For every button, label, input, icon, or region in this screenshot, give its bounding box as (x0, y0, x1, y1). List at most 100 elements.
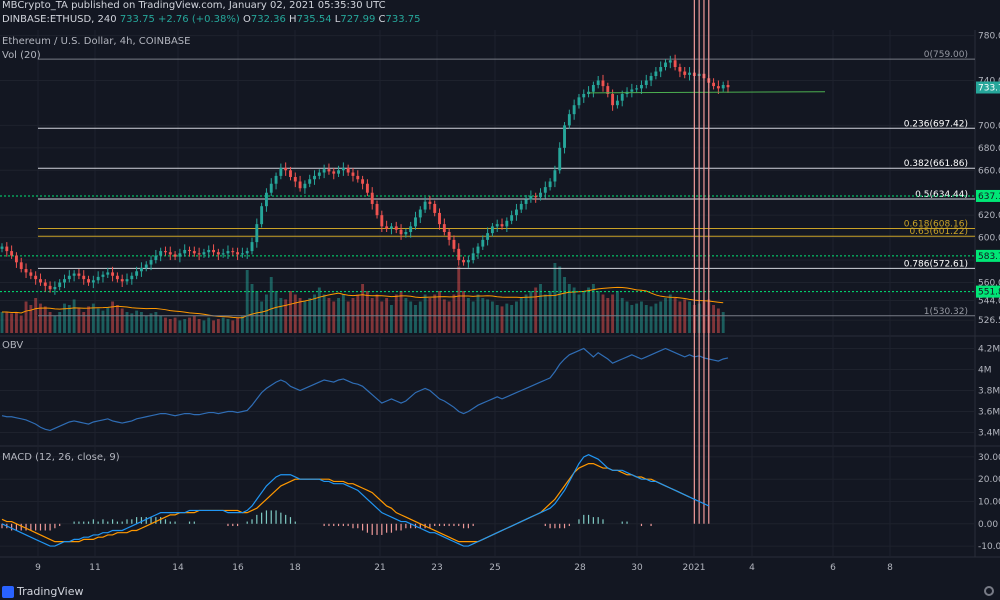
volume-bar (438, 291, 441, 333)
volume-bar (394, 294, 398, 333)
candle-body (476, 246, 480, 254)
close-label: C (378, 14, 386, 25)
volume-bar (375, 294, 379, 333)
price-tick-label: 780.00 (978, 32, 1000, 42)
candle-body (341, 168, 345, 171)
candle-body (726, 84, 730, 88)
candle-body (438, 212, 441, 225)
candle-body (111, 272, 115, 276)
candle-body (563, 125, 566, 148)
volume-bar (433, 294, 437, 333)
volume-bar (183, 319, 187, 333)
candle-body (601, 80, 605, 87)
volume-bar (510, 305, 514, 333)
obv-tick-label: 3.4M (978, 429, 1000, 439)
volume-bar (457, 266, 461, 333)
candle-body (361, 179, 365, 184)
vol-indicator-label[interactable]: Vol (20) (2, 50, 41, 61)
macd-tick-label: 10.00 (978, 498, 1000, 508)
candle-body (433, 203, 437, 213)
candle-body (168, 252, 172, 255)
candle-body (596, 80, 600, 85)
volume-bar (221, 317, 225, 333)
candle-body (63, 279, 66, 283)
volume-bar (245, 270, 249, 333)
fib-level-label: 0.236(697.42) (904, 119, 968, 129)
fib-level-label: 0.618(608.16) (904, 219, 968, 229)
volume-bar (115, 305, 119, 333)
candle-body (264, 192, 268, 207)
volume-bar (572, 287, 576, 333)
x-tick-label: 18 (289, 563, 301, 573)
volume-ma-line (2, 286, 724, 319)
volume-bar (678, 301, 682, 333)
x-tick-label: 9 (35, 563, 41, 573)
volume-bar (332, 301, 336, 333)
high-label: H (289, 14, 297, 25)
candle-body (620, 93, 624, 101)
candle-body (572, 105, 576, 115)
tradingview-brand[interactable]: TradingView (2, 585, 83, 598)
volume-bar (236, 317, 240, 333)
obv-indicator-label[interactable]: OBV (2, 340, 24, 351)
macd-tick-label: 30.00 (978, 453, 1000, 463)
macd-indicator-label[interactable]: MACD (12, 26, close, 9) (2, 452, 120, 463)
price-tick-label: 680.00 (978, 144, 1000, 154)
volume-bar (399, 291, 403, 333)
candle-body (19, 262, 23, 270)
volume-bar (539, 284, 542, 333)
candle-body (534, 196, 538, 198)
fib-level-label: 0(759.00) (924, 50, 968, 60)
candle-body (418, 209, 422, 218)
candle-body (721, 84, 725, 89)
tradingview-logo-icon (2, 585, 14, 598)
obv-tick-label: 3.8M (978, 387, 1000, 397)
gear-icon[interactable] (984, 586, 994, 596)
candle-body (370, 192, 374, 204)
candle-body (58, 282, 62, 287)
volume-bar (101, 310, 105, 333)
volume-bar (63, 303, 66, 333)
candle-body (515, 209, 518, 216)
price-tick-label: 600.00 (978, 234, 1000, 244)
price-tick-label: 544.00 (978, 296, 1000, 306)
candle-body (250, 242, 254, 252)
fib-level-label: 1(530.32) (924, 307, 968, 317)
volume-bar (149, 313, 153, 333)
volume-bar (654, 303, 658, 333)
candle-body (43, 282, 47, 286)
candle-body (490, 226, 494, 234)
candle-body (82, 275, 86, 280)
price-tick-label: 620.00 (978, 211, 1000, 221)
volume-bar (250, 284, 254, 333)
fib-level-label: 0.5(634.44) (915, 190, 968, 200)
candle-body (240, 253, 244, 255)
candle-body (149, 260, 153, 265)
volume-bar (120, 308, 124, 333)
volume-bar (515, 301, 518, 333)
candle-body (226, 251, 230, 254)
price-tick-label: 560.00 (978, 279, 1000, 289)
candle-body (67, 275, 71, 280)
volume-bar (5, 312, 9, 333)
price-tick-label: 526.50 (978, 316, 1000, 326)
candle-body (159, 251, 163, 256)
candle-body (505, 220, 509, 227)
price-tick-label: 660.00 (978, 166, 1000, 176)
candle-body (303, 183, 307, 189)
candle-body (640, 84, 643, 89)
volume-bar (625, 301, 629, 333)
candle-body (394, 226, 398, 230)
volume-bar (563, 277, 566, 333)
macd-line (1, 454, 710, 547)
x-tick-label: 8 (887, 563, 893, 573)
volume-bar (289, 291, 292, 333)
volume-bar (577, 294, 581, 333)
candle-body (385, 226, 389, 229)
volume-bar (322, 294, 326, 333)
candle-body (548, 181, 552, 188)
high-value: 735.54 (296, 14, 332, 25)
x-tick-label: 4 (749, 563, 755, 573)
fib-level-label: 0.786(572.61) (904, 259, 968, 269)
